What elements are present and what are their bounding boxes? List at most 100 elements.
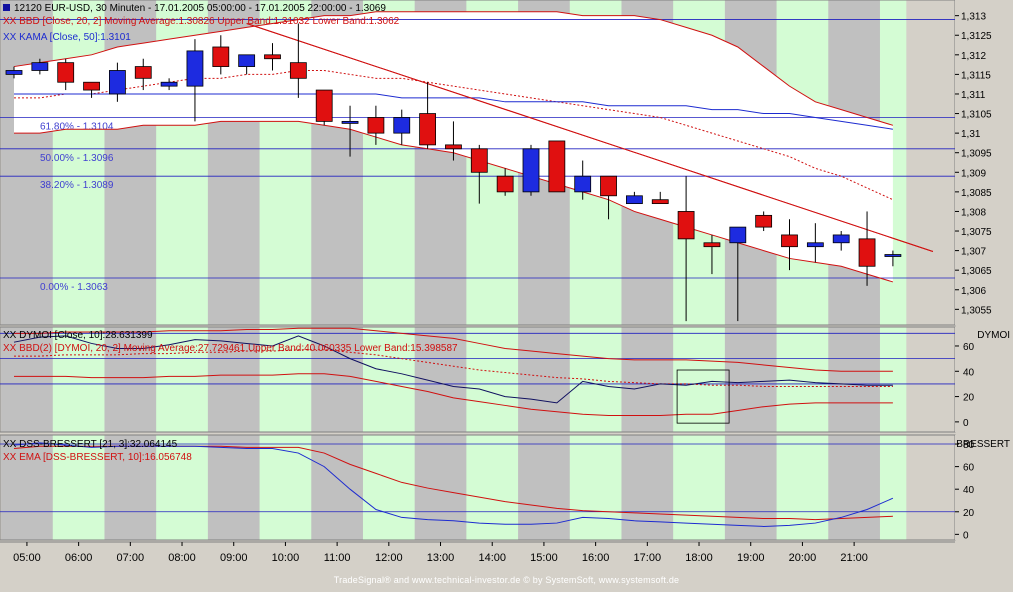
price-tick-label: 1,3075 (961, 227, 992, 238)
time-column (259, 435, 286, 540)
time-column (78, 327, 105, 432)
kama-legend: XX KAMA [Close, 50]:1.3101 (3, 32, 131, 43)
candle-body (160, 81, 178, 87)
candle-body (858, 238, 876, 267)
dss-legend: XX DSS-BRESSERT [21, 3]:32.064145 (3, 439, 178, 450)
candle-body (781, 234, 798, 248)
dss-axis-title: BRESSERT (956, 439, 1010, 450)
dymoi-tick-label: 60 (963, 342, 975, 353)
price-tick-label: 1,3055 (961, 305, 992, 316)
time-column (854, 327, 881, 432)
candle-body (212, 46, 230, 67)
candle-body (5, 70, 23, 75)
price-tick-label: 1,309 (961, 168, 986, 179)
candle-body (315, 89, 333, 122)
time-column (388, 435, 416, 540)
time-column (518, 435, 545, 540)
time-column (130, 327, 157, 432)
time-column (595, 435, 622, 540)
candle-body (600, 175, 617, 197)
dss-tick-label: 60 (963, 463, 975, 474)
dss-ema-legend: XX EMA [DSS-BRESSERT, 10]:16.056748 (3, 452, 192, 463)
candle-body (264, 54, 281, 60)
time-column (156, 435, 183, 540)
time-column (647, 435, 674, 540)
time-tick-label: 20:00 (789, 552, 817, 564)
candle-body (186, 50, 204, 87)
upper-band-line (13, 11, 894, 126)
candle-body (677, 211, 695, 240)
price-tick-label: 1,3065 (961, 266, 992, 277)
time-column (182, 435, 209, 540)
time-tick-label: 10:00 (272, 552, 300, 564)
dss-tick-label: 20 (963, 508, 975, 519)
candle-body (651, 199, 669, 205)
time-column (828, 327, 855, 432)
candle-body (884, 254, 902, 257)
kama-line (14, 93, 893, 130)
footer-credit: TradeSignal® and www.technical-investor.… (333, 575, 680, 585)
candle-body (755, 214, 773, 228)
time-axis (0, 542, 1013, 574)
dymoi-legend: XX DYMOI [Close, 10]:28.631399 (3, 330, 153, 341)
dymoi-tick-label: 0 (963, 418, 969, 429)
time-column (207, 327, 235, 432)
price-tick-label: 1,307 (961, 247, 986, 258)
time-column (26, 0, 54, 325)
candle-body (806, 242, 824, 248)
candle-body (419, 113, 437, 146)
price-tick-label: 1,31 (961, 129, 981, 140)
time-column (724, 435, 752, 540)
time-column (699, 435, 726, 540)
time-column (518, 327, 545, 432)
time-column (1, 327, 28, 432)
time-column (259, 327, 286, 432)
time-column (595, 327, 622, 432)
time-column (802, 327, 829, 432)
candle-body (496, 175, 514, 193)
candle-body (445, 144, 462, 150)
dss-axis (955, 435, 1013, 540)
price-axis (955, 0, 1013, 325)
candle-body (574, 175, 592, 193)
time-column (337, 435, 364, 540)
chart-title: 12120 EUR-USD, 30 Minuten - 17.01.2005 0… (14, 3, 386, 14)
time-column (311, 327, 338, 432)
candle-body (729, 226, 747, 244)
fib-label: 0.00% - 1.3063 (40, 282, 108, 293)
time-column (414, 327, 442, 432)
time-column (207, 435, 235, 540)
fib-label: 50.00% - 1.3096 (40, 153, 114, 164)
time-column (26, 327, 54, 432)
highlight-box (676, 369, 730, 424)
dss-tick-label: 0 (963, 530, 969, 541)
price-tick-label: 1,306 (961, 286, 986, 297)
time-column (673, 435, 700, 540)
time-column (776, 435, 803, 540)
time-tick-label: 13:00 (427, 552, 455, 564)
candle-body (57, 62, 75, 83)
time-column (233, 435, 261, 540)
time-column (26, 435, 54, 540)
time-tick-label: 18:00 (685, 552, 713, 564)
price-tick-label: 1,313 (961, 12, 986, 23)
price-tick-label: 1,3125 (961, 31, 992, 42)
time-column (311, 435, 338, 540)
candle-body (548, 140, 566, 193)
candles (5, 23, 902, 322)
time-column (104, 327, 131, 432)
time-column (492, 435, 519, 540)
time-tick-label: 09:00 (220, 552, 248, 564)
time-tick-label: 06:00 (65, 552, 93, 564)
candle-body (703, 242, 721, 248)
price-tick-label: 1,311 (961, 90, 986, 101)
time-column (104, 435, 131, 540)
time-column (750, 435, 778, 540)
candle-body (367, 117, 385, 134)
time-column (699, 327, 726, 432)
candle-body (393, 117, 411, 134)
candle-body (238, 54, 256, 67)
candle-body (626, 195, 643, 205)
